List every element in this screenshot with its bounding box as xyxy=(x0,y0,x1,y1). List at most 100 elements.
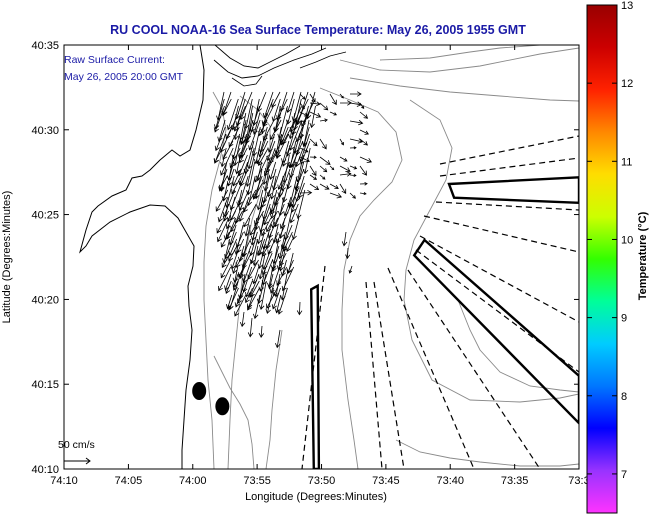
current-vector xyxy=(239,311,246,328)
current-vector xyxy=(279,126,289,146)
y-axis-label: Latitude (Degrees:Minutes) xyxy=(1,191,13,324)
current-vector xyxy=(258,325,265,338)
dashed-rays xyxy=(301,135,579,469)
current-vector xyxy=(256,231,265,257)
current-vector xyxy=(359,165,367,176)
current-vector xyxy=(213,105,225,133)
current-vector xyxy=(319,174,326,180)
current-vector xyxy=(245,280,253,298)
current-vector xyxy=(339,138,344,146)
plot-frame xyxy=(63,44,580,470)
current-vector xyxy=(299,189,313,196)
x-tick-label: 73:55 xyxy=(243,475,271,487)
current-vector xyxy=(286,161,298,190)
bathymetry-contours xyxy=(203,45,579,469)
current-vector xyxy=(226,98,239,131)
current-vector xyxy=(221,182,228,202)
current-vector xyxy=(295,147,304,168)
current-vector xyxy=(231,175,242,195)
current-vector xyxy=(232,273,239,288)
current-vector xyxy=(319,165,328,173)
current-vector xyxy=(309,183,320,191)
current-vector xyxy=(309,165,317,177)
coastline xyxy=(79,45,205,469)
current-vector xyxy=(230,252,238,270)
current-vector xyxy=(345,247,351,260)
current-vector xyxy=(278,217,286,239)
current-vector xyxy=(215,189,229,212)
current-vector xyxy=(299,102,305,110)
current-vector xyxy=(225,112,240,140)
current-vector xyxy=(255,161,263,181)
x-tick-label: 74:00 xyxy=(179,475,207,487)
y-tick-label: 40:25 xyxy=(31,210,59,222)
north-shore xyxy=(214,45,301,69)
current-vector xyxy=(286,98,295,125)
colorbar-tick-label: 12 xyxy=(621,78,633,90)
colorbar xyxy=(586,4,618,514)
current-vector xyxy=(319,138,327,150)
colorbar-label: Temperature (°C) xyxy=(637,211,649,300)
current-vector xyxy=(279,252,287,267)
current-vector xyxy=(286,91,295,114)
current-vector xyxy=(261,252,273,276)
current-vector xyxy=(247,287,260,311)
current-vector xyxy=(291,217,300,240)
current-vector xyxy=(220,231,230,248)
current-vector xyxy=(350,91,362,97)
current-vector xyxy=(253,294,261,320)
current-vector xyxy=(296,301,303,316)
current-vector xyxy=(359,111,369,119)
current-vector xyxy=(289,203,299,224)
current-vector xyxy=(309,111,322,118)
x-axis-label: Longitude (Degrees:Minutes) xyxy=(245,491,387,503)
current-vector xyxy=(237,287,246,304)
current-vector xyxy=(228,126,240,148)
current-vector xyxy=(226,168,235,187)
current-vector xyxy=(299,147,309,153)
current-vector xyxy=(219,175,228,191)
current-vector xyxy=(261,217,272,237)
current-vector xyxy=(262,224,272,250)
current-vector xyxy=(339,100,352,106)
current-vector xyxy=(258,126,268,154)
x-tick-label: 73:50 xyxy=(308,475,336,487)
current-vector xyxy=(271,287,281,310)
current-vector xyxy=(232,266,239,283)
x-tick-label: 73:35 xyxy=(501,475,529,487)
current-vector xyxy=(319,118,328,123)
current-vector xyxy=(238,196,250,222)
current-vector xyxy=(319,156,331,165)
current-vector xyxy=(220,259,231,279)
current-vector xyxy=(214,140,227,164)
current-vector xyxy=(216,210,229,234)
current-vector xyxy=(349,138,364,144)
y-axis: 40:35 40:30 40:25 40:20 40:15 40:10 xyxy=(31,40,579,476)
current-vector xyxy=(239,91,253,121)
x-tick-label: 73:45 xyxy=(372,475,400,487)
current-vector xyxy=(262,105,274,128)
current-vector xyxy=(339,171,352,177)
current-vector xyxy=(274,203,285,228)
current-vector xyxy=(319,183,330,190)
x-tick-label: 74:10 xyxy=(50,475,78,487)
current-vector xyxy=(239,126,247,146)
box-3 xyxy=(412,238,579,425)
colorbar-ticks: 7 8 9 10 11 12 13 xyxy=(587,0,633,481)
colorbar-tick-label: 9 xyxy=(621,313,627,325)
current-vector xyxy=(281,175,291,203)
x-tick-label: 73:40 xyxy=(436,475,464,487)
coverage-boxes xyxy=(309,176,579,469)
current-vector xyxy=(249,231,258,257)
y-tick-label: 40:35 xyxy=(31,40,59,52)
current-vector xyxy=(226,294,233,310)
current-vector xyxy=(243,203,257,228)
current-vector xyxy=(250,280,260,298)
current-vectors xyxy=(213,91,372,349)
current-vector xyxy=(258,280,267,310)
current-vector xyxy=(236,238,245,254)
current-vector xyxy=(299,93,306,100)
current-vector xyxy=(247,147,255,170)
current-vector xyxy=(286,259,294,275)
box-2 xyxy=(447,176,579,205)
